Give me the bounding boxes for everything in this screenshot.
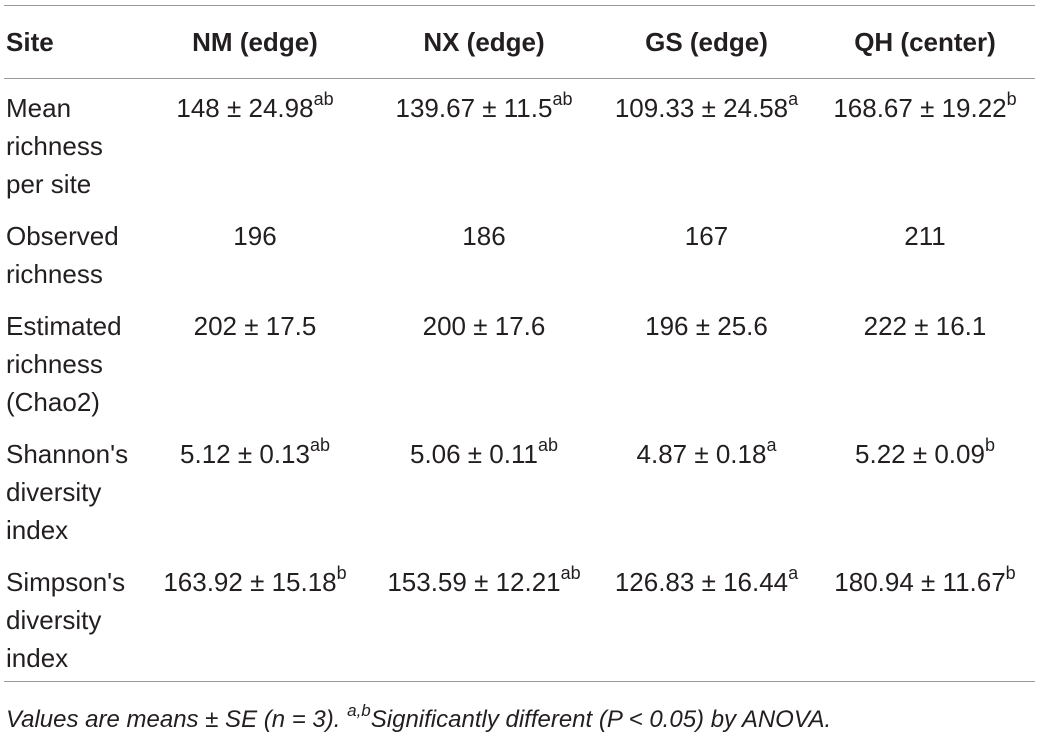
value-cell: 196 bbox=[140, 207, 370, 297]
value-cell: 5.22 ± 0.09b bbox=[815, 425, 1035, 553]
value-text: 186 bbox=[462, 221, 506, 251]
header-cell: NM (edge) bbox=[192, 27, 318, 57]
header-row: Site NM (edge) NX (edge) GS (edge) QH (cente… bbox=[4, 5, 1035, 79]
row-label: Observed richness bbox=[6, 221, 119, 289]
value-cell: 180.94 ± 11.67b bbox=[815, 553, 1035, 682]
value-cell: 109.33 ± 24.58a bbox=[598, 79, 815, 208]
table-body: Mean richness per site 148 ± 24.98ab 139.6… bbox=[4, 79, 1035, 682]
header-cell: NX (edge) bbox=[423, 27, 545, 57]
footnote: Values are means ± SE (n = 3). a,bSignif… bbox=[6, 702, 832, 734]
value-text: 5.06 ± 0.11 bbox=[409, 439, 538, 469]
significance-letter: b bbox=[984, 435, 995, 456]
value-text: 5.22 ± 0.09 bbox=[855, 439, 985, 469]
value-cell: 186 bbox=[370, 207, 598, 297]
value-cell: 167 bbox=[598, 207, 815, 297]
value-text: 202 ± 17.5 bbox=[193, 311, 317, 341]
value-text: 200 ± 17.6 bbox=[422, 311, 546, 341]
table-row: Mean richness per site 148 ± 24.98ab 139.6… bbox=[4, 79, 1035, 208]
data-table: Site NM (edge) NX (edge) GS (edge) QH (cente… bbox=[4, 5, 1035, 682]
value-text: 211 bbox=[904, 221, 946, 251]
value-text: 196 bbox=[233, 221, 277, 251]
significance-letter: a bbox=[788, 563, 799, 584]
value-cell: 5.12 ± 0.13ab bbox=[140, 425, 370, 553]
significance-letter: b bbox=[1006, 89, 1017, 110]
significance-letter: ab bbox=[313, 89, 334, 110]
value-text: 163.92 ± 15.18 bbox=[163, 567, 337, 597]
value-text: 5.12 ± 0.13 bbox=[180, 439, 310, 469]
value-text: 153.59 ± 12.21 bbox=[387, 567, 561, 597]
value-text: 167 bbox=[684, 221, 729, 251]
value-text: 196 ± 25.6 bbox=[645, 311, 768, 341]
header-cell: Site bbox=[6, 27, 54, 57]
significance-letter: b bbox=[1005, 563, 1016, 584]
significance-letter: b bbox=[336, 563, 347, 584]
value-text: 180.94 ± 11.67 bbox=[834, 567, 1006, 597]
row-label: Shannon's diversity index bbox=[6, 439, 129, 545]
footnote-text: Values are means ± SE (n = 3). bbox=[6, 706, 348, 733]
value-cell: 4.87 ± 0.18a bbox=[598, 425, 815, 553]
value-cell: 139.67 ± 11.5ab bbox=[370, 79, 598, 208]
value-cell: 222 ± 16.1 bbox=[815, 297, 1035, 425]
value-cell: 148 ± 24.98ab bbox=[140, 79, 370, 208]
row-label: Simpson's diversity index bbox=[6, 567, 126, 673]
value-text: 148 ± 24.98 bbox=[176, 93, 314, 123]
significance-letter: ab bbox=[309, 435, 330, 456]
header-cell: QH (center) bbox=[854, 27, 996, 57]
value-cell: 126.83 ± 16.44a bbox=[598, 553, 815, 682]
value-text: 222 ± 16.1 bbox=[863, 311, 987, 341]
significance-letter: a bbox=[766, 435, 777, 456]
significance-letter: ab bbox=[560, 563, 581, 584]
significance-letter: ab bbox=[537, 435, 559, 456]
value-cell: 163.92 ± 15.18b bbox=[140, 553, 370, 682]
table-row: Estimated richness (Chao2) 202 ± 17.5 200 … bbox=[4, 297, 1035, 425]
value-text: 126.83 ± 16.44 bbox=[614, 567, 789, 597]
value-cell: 168.67 ± 19.22b bbox=[815, 79, 1035, 208]
footnote-sup: a,b bbox=[347, 701, 371, 720]
value-cell: 200 ± 17.6 bbox=[370, 297, 598, 425]
header-cell: GS (edge) bbox=[645, 27, 768, 57]
footnote-text: Significantly different (P < 0.05) by AN… bbox=[370, 706, 832, 733]
value-cell: 211 bbox=[815, 207, 1035, 297]
value-text: 139.67 ± 11.5 bbox=[395, 93, 553, 123]
significance-letter: a bbox=[788, 89, 799, 110]
value-text: 109.33 ± 24.58 bbox=[614, 93, 789, 123]
table-row: Observed richness 196 186 167 211 bbox=[4, 207, 1035, 297]
table-row: Shannon's diversity index 5.12 ± 0.13ab 5.… bbox=[4, 425, 1035, 553]
table-row: Simpson's diversity index 163.92 ± 15.18b… bbox=[4, 553, 1035, 682]
value-cell: 202 ± 17.5 bbox=[140, 297, 370, 425]
value-cell: 5.06 ± 0.11ab bbox=[370, 425, 598, 553]
value-text: 168.67 ± 19.22 bbox=[833, 93, 1007, 123]
row-label: Estimated richness (Chao2) bbox=[6, 311, 122, 417]
value-cell: 153.59 ± 12.21ab bbox=[370, 553, 598, 682]
value-cell: 196 ± 25.6 bbox=[598, 297, 815, 425]
row-label: Mean richness per site bbox=[6, 93, 103, 199]
value-text: 4.87 ± 0.18 bbox=[636, 439, 767, 469]
significance-letter: ab bbox=[552, 89, 573, 110]
